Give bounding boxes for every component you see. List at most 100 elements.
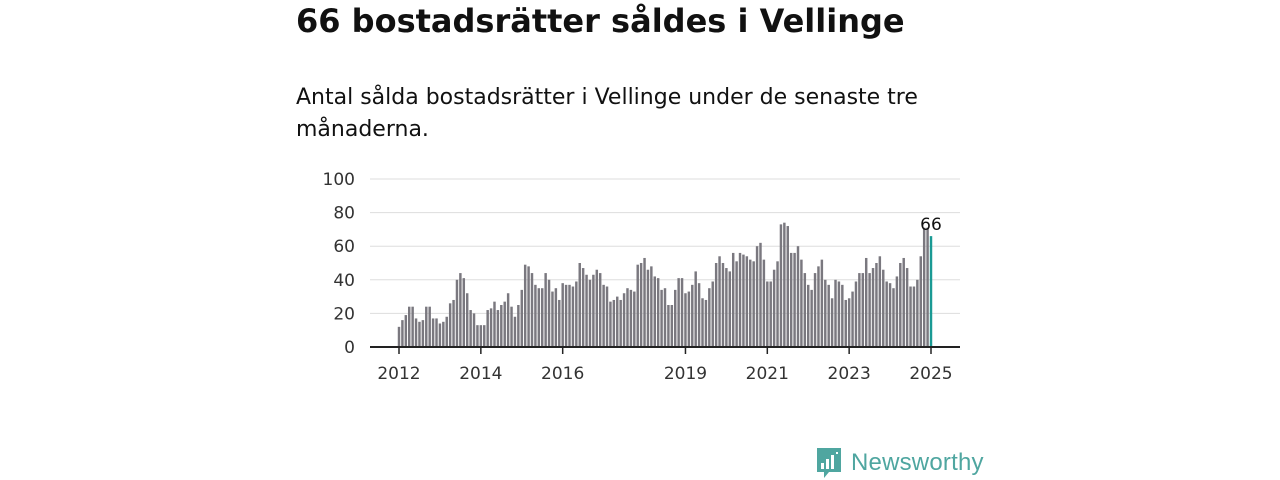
bar bbox=[609, 301, 612, 347]
bar bbox=[622, 293, 626, 347]
bar bbox=[592, 274, 595, 347]
bar bbox=[411, 306, 414, 347]
bar bbox=[605, 286, 609, 347]
newsworthy-logo-icon bbox=[817, 448, 841, 478]
bar bbox=[616, 296, 619, 347]
bar bbox=[858, 273, 861, 347]
bar bbox=[837, 281, 841, 347]
bar bbox=[486, 310, 489, 347]
bar bbox=[438, 323, 442, 347]
bar bbox=[718, 256, 721, 347]
bar bbox=[404, 315, 408, 347]
x-tick-label: 2016 bbox=[541, 364, 584, 384]
bar bbox=[660, 289, 663, 347]
bar bbox=[742, 254, 745, 347]
bar bbox=[721, 263, 725, 347]
bar bbox=[779, 224, 783, 347]
bar bbox=[568, 284, 571, 347]
bar bbox=[534, 284, 537, 347]
bar bbox=[489, 308, 493, 347]
bar bbox=[653, 276, 656, 347]
bar bbox=[694, 271, 697, 347]
bar bbox=[462, 278, 466, 347]
bar bbox=[455, 279, 459, 347]
bar bbox=[595, 269, 599, 347]
bar bbox=[892, 288, 895, 347]
bar bbox=[868, 273, 871, 347]
bar bbox=[772, 269, 776, 347]
bar bbox=[421, 320, 425, 347]
bar bbox=[813, 273, 817, 347]
bar bbox=[520, 289, 523, 347]
x-tick-label: 2014 bbox=[459, 364, 502, 384]
bar bbox=[728, 271, 732, 347]
bar bbox=[612, 299, 616, 347]
bar bbox=[656, 278, 660, 347]
y-tick-label: 100 bbox=[323, 170, 355, 190]
bar bbox=[749, 259, 752, 347]
bar bbox=[680, 278, 684, 347]
bar bbox=[841, 284, 844, 347]
bar bbox=[445, 316, 448, 347]
bar bbox=[691, 284, 694, 347]
bar bbox=[922, 227, 926, 347]
bar bbox=[711, 281, 714, 347]
bar bbox=[465, 293, 469, 347]
bar bbox=[585, 274, 588, 347]
bar bbox=[755, 246, 759, 347]
bar bbox=[500, 305, 503, 347]
bar bbox=[442, 321, 445, 347]
bar bbox=[472, 313, 476, 347]
bar bbox=[503, 301, 506, 347]
bar bbox=[800, 259, 803, 347]
bar bbox=[476, 325, 479, 347]
bar bbox=[817, 266, 820, 347]
bar bbox=[766, 281, 769, 347]
x-tick-label: 2021 bbox=[746, 364, 789, 384]
bar bbox=[820, 259, 824, 347]
bar bbox=[408, 306, 411, 347]
bar bbox=[875, 263, 878, 347]
bar bbox=[902, 257, 905, 347]
bar bbox=[401, 320, 404, 347]
bar bbox=[847, 298, 851, 347]
bar bbox=[544, 273, 547, 347]
bar bbox=[905, 268, 909, 347]
bar bbox=[663, 288, 667, 347]
bar bbox=[830, 298, 834, 347]
y-tick-label: 20 bbox=[333, 304, 355, 324]
bar bbox=[878, 256, 882, 347]
bar bbox=[547, 279, 551, 347]
bar bbox=[435, 318, 438, 347]
bar bbox=[602, 284, 605, 347]
bar bbox=[916, 279, 919, 347]
bar bbox=[803, 273, 807, 347]
newsworthy-logo[interactable]: Newsworthy bbox=[815, 446, 984, 480]
bar bbox=[793, 252, 796, 347]
bar bbox=[738, 252, 742, 347]
x-axis-ticks: 2012 2014 2016 2019 2021 2023 2025 bbox=[377, 347, 953, 384]
bar bbox=[479, 325, 483, 347]
bar bbox=[704, 299, 708, 347]
bar bbox=[633, 291, 636, 347]
y-tick-label: 60 bbox=[333, 237, 355, 257]
bar bbox=[752, 261, 755, 347]
bar bbox=[554, 288, 558, 347]
bar bbox=[636, 264, 639, 347]
bar bbox=[851, 291, 854, 347]
bar bbox=[762, 259, 766, 347]
bar bbox=[714, 263, 718, 347]
brand-name: Newsworthy bbox=[851, 449, 984, 476]
bar bbox=[643, 257, 646, 347]
bar bbox=[418, 321, 421, 347]
bars bbox=[397, 222, 933, 347]
bar bbox=[558, 299, 561, 347]
bar bbox=[824, 279, 827, 347]
bar bbox=[527, 266, 530, 347]
bar bbox=[786, 226, 789, 347]
bar bbox=[578, 263, 581, 347]
bar bbox=[448, 303, 452, 347]
bar bbox=[854, 281, 858, 347]
bar bbox=[871, 268, 875, 347]
bar bbox=[895, 276, 899, 347]
